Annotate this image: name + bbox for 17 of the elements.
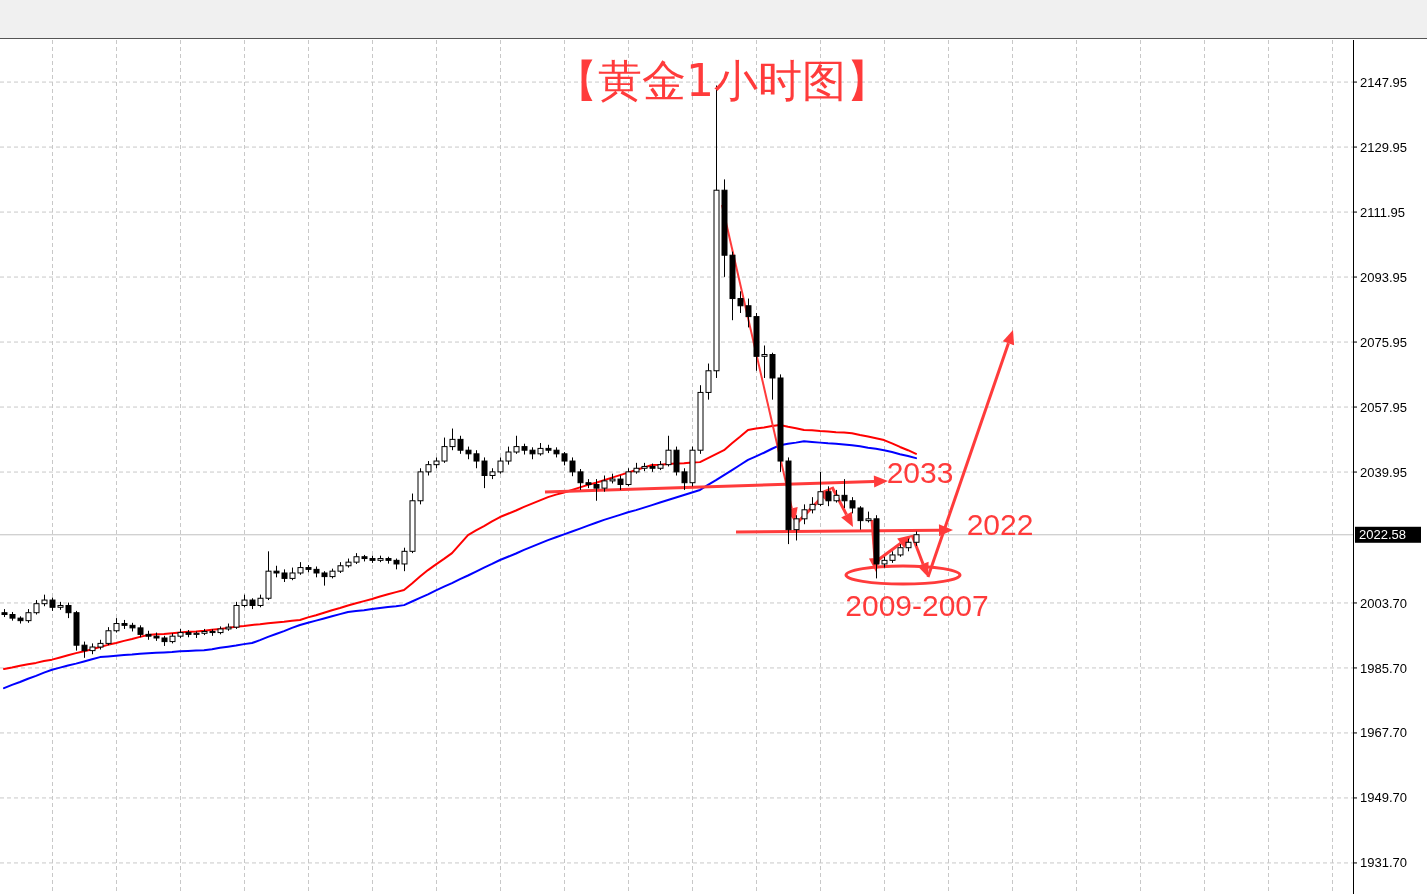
y-tick-label: 1985.70 [1360, 660, 1407, 676]
y-tick-label: 2129.95 [1360, 139, 1407, 155]
annotation: 2009-2007 [845, 589, 989, 622]
y-tick-label: 2057.95 [1360, 399, 1407, 415]
y-tick-label: 1931.70 [1360, 855, 1407, 871]
chart-title: 【黄金1小时图】 [554, 55, 890, 106]
annotation: 2033 [886, 456, 954, 489]
y-tick-label: 1967.70 [1360, 725, 1407, 741]
y-tick-label: 2039.95 [1360, 464, 1407, 480]
y-tick-label: 1949.70 [1360, 790, 1407, 806]
y-tick-label: 2147.95 [1360, 74, 1407, 90]
y-tick-label: 2093.95 [1360, 269, 1407, 285]
text: 2022 [966, 508, 1034, 541]
y-tick-label: 2003.70 [1360, 595, 1407, 611]
y-tick-label: 2075.95 [1360, 334, 1407, 350]
ref-line-label: 2022.58 [1359, 527, 1406, 543]
y-tick-label: 2111.95 [1360, 204, 1406, 220]
